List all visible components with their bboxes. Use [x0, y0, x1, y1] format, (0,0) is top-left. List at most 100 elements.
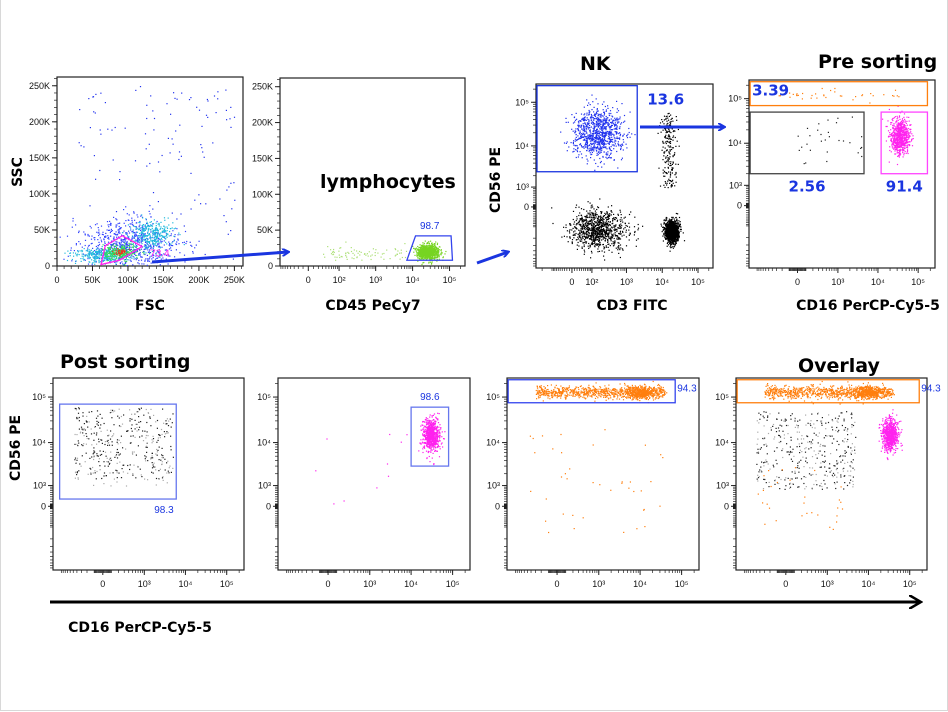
y-tick-label: 50K — [34, 225, 50, 235]
event-dot — [601, 132, 603, 134]
event-dot — [616, 118, 618, 120]
x-tick-label: 10⁴ — [406, 275, 420, 285]
event-dot — [158, 256, 160, 258]
event-dot — [587, 160, 589, 162]
event-dot — [115, 248, 117, 250]
event-dot — [98, 262, 100, 264]
event-dot — [591, 239, 593, 241]
event-dot — [129, 254, 131, 256]
event-dot — [602, 236, 604, 239]
event-dot — [146, 246, 148, 248]
event-dot — [132, 255, 134, 258]
event-dot — [152, 223, 154, 225]
event-dot — [107, 249, 109, 251]
event-dot — [599, 243, 601, 245]
event-dot — [413, 251, 415, 253]
event-dot — [111, 253, 113, 255]
event-dot — [614, 124, 616, 127]
event-dot — [622, 139, 624, 141]
event-dot — [226, 119, 228, 121]
event-dot — [592, 243, 594, 245]
event-dot — [578, 137, 580, 139]
gate-polygon[interactable] — [100, 234, 144, 266]
event-dot — [368, 251, 370, 253]
event-dot — [132, 223, 134, 225]
gate-polygon[interactable] — [405, 235, 454, 261]
event-dot — [136, 248, 138, 250]
event-dot — [621, 235, 623, 237]
event-dot — [590, 250, 593, 252]
event-dot — [596, 233, 598, 235]
event-dot — [579, 219, 581, 221]
event-dot — [599, 131, 601, 133]
event-dot — [112, 243, 115, 245]
event-dot — [428, 255, 430, 258]
event-dot — [610, 226, 612, 228]
event-dot — [327, 246, 329, 248]
event-dot — [429, 247, 431, 249]
event-dot — [609, 157, 611, 159]
event-dot — [129, 249, 131, 251]
event-dot — [129, 257, 131, 259]
event-dot — [577, 121, 580, 123]
event-dot — [609, 126, 611, 128]
event-dot — [606, 117, 608, 119]
event-dot — [584, 232, 586, 234]
event-dot — [380, 256, 382, 258]
event-dot — [591, 134, 593, 136]
event-dot — [601, 146, 604, 148]
event-dot — [421, 250, 424, 252]
event-dot — [602, 233, 604, 235]
event-dot — [595, 123, 597, 125]
event-dot — [590, 140, 592, 142]
event-dot — [594, 113, 596, 115]
event-dot — [588, 113, 590, 115]
event-dot — [97, 227, 99, 229]
event-dot — [605, 217, 607, 219]
event-dot — [605, 236, 608, 238]
event-dot — [162, 257, 164, 259]
event-dot — [121, 240, 123, 242]
event-dot — [131, 221, 133, 223]
event-dot — [589, 202, 591, 204]
event-dot — [607, 234, 609, 236]
event-dot — [615, 127, 617, 129]
event-dot — [83, 254, 85, 256]
event-dot — [149, 234, 151, 236]
event-dot — [594, 217, 596, 219]
event-dot — [84, 244, 86, 247]
event-dot — [116, 249, 118, 251]
event-dot — [164, 254, 166, 256]
event-dot — [586, 214, 588, 216]
event-dot — [160, 232, 162, 234]
event-dot — [620, 159, 623, 161]
event-dot — [111, 245, 113, 247]
event-dot — [620, 220, 622, 223]
event-dot — [159, 238, 161, 240]
y-tick-label: 250K — [29, 81, 50, 91]
event-dot — [611, 205, 613, 207]
event-dot — [425, 250, 427, 252]
event-dot — [586, 210, 588, 212]
event-dot — [92, 250, 94, 252]
event-dot — [111, 257, 113, 259]
event-dot — [595, 141, 597, 143]
event-dot — [599, 137, 601, 139]
event-dot — [595, 120, 597, 122]
event-dot — [613, 145, 615, 147]
event-dot — [154, 240, 156, 242]
event-dot — [117, 245, 119, 247]
event-dot — [335, 259, 337, 261]
event-dot — [605, 109, 607, 111]
event-dot — [599, 230, 601, 232]
event-dot — [431, 243, 433, 245]
event-dot — [596, 141, 598, 143]
event-layer — [323, 240, 447, 266]
event-dot — [180, 213, 182, 215]
event-dot — [127, 259, 129, 261]
event-dot — [580, 137, 582, 139]
event-dot — [585, 125, 588, 128]
event-dot — [161, 231, 163, 234]
event-dot — [150, 245, 152, 247]
event-dot — [140, 232, 142, 234]
